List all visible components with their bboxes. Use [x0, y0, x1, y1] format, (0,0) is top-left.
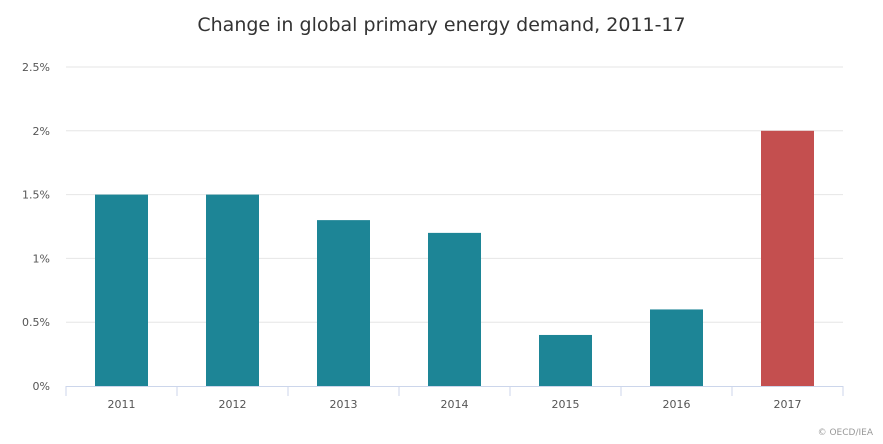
- y-tick-label: 0%: [33, 380, 50, 393]
- y-axis-ticks: 0% 0.5% 1% 1.5% 2% 2.5%: [22, 61, 50, 393]
- y-tick-label: 0.5%: [22, 316, 50, 329]
- x-axis-ticks: 2011 2012 2013 2014 2015 2016 2017: [108, 398, 802, 411]
- x-tick-label: 2014: [441, 398, 469, 411]
- bar-2014: [428, 232, 481, 386]
- y-tick-label: 2%: [33, 125, 50, 138]
- x-tick-label: 2011: [108, 398, 136, 411]
- y-tick-label: 1%: [33, 252, 50, 265]
- x-tick-label: 2013: [330, 398, 358, 411]
- bar-2015: [539, 334, 592, 386]
- x-tick-label: 2012: [219, 398, 247, 411]
- bar-2011: [95, 194, 148, 386]
- bar-2016: [650, 309, 703, 386]
- bar-2017: [761, 130, 814, 386]
- x-tick-label: 2016: [663, 398, 691, 411]
- x-tick-label: 2015: [552, 398, 580, 411]
- x-tick-label: 2017: [774, 398, 802, 411]
- credit-text: © OECD/IEA: [817, 428, 873, 438]
- bars: [95, 130, 814, 386]
- bar-2012: [206, 194, 259, 386]
- y-tick-label: 1.5%: [22, 189, 50, 202]
- bar-2013: [317, 220, 370, 386]
- chart-title: Change in global primary energy demand, …: [197, 14, 686, 36]
- y-tick-label: 2.5%: [22, 61, 50, 74]
- x-axis: [65, 386, 844, 396]
